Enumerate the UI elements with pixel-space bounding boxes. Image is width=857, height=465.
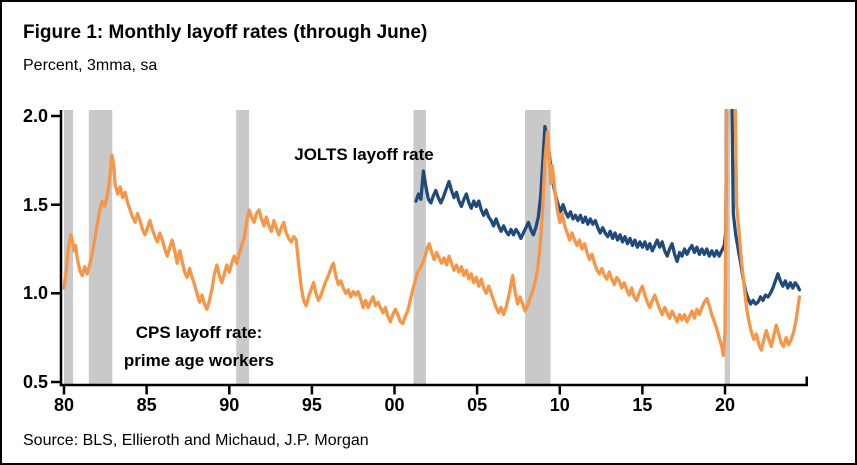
figure-title: Figure 1: Monthly layoff rates (through … xyxy=(23,22,428,43)
y-tick-label-1.0: 1.0 xyxy=(22,283,48,304)
x-tick-label-95: 95 xyxy=(301,395,322,415)
x-tick-label-90: 90 xyxy=(219,395,240,415)
x-tick-label-00: 00 xyxy=(384,395,405,415)
x-tick-label-05: 05 xyxy=(467,395,488,415)
cps-series-line xyxy=(62,109,802,358)
source-note: Source: BLS, Ellieroth and Michaud, J.P.… xyxy=(23,432,369,449)
recession-band xyxy=(88,110,113,385)
cps-series-label-line2: prime age workers xyxy=(123,351,275,370)
y-tick-label-0.5: 0.5 xyxy=(22,371,48,392)
figure-subtitle: Percent, 3mma, sa xyxy=(23,57,158,74)
x-tick-label-15: 15 xyxy=(632,395,653,415)
y-tick-label-1.5: 1.5 xyxy=(22,194,48,215)
y-tick-label-2.0: 2.0 xyxy=(22,106,48,126)
jolts-series-label: JOLTS layoff rate xyxy=(294,145,434,164)
x-tick-label-10: 10 xyxy=(549,395,570,415)
cps-series-label: CPS layoff rate: prime age workers xyxy=(74,319,324,375)
recession-band xyxy=(724,110,730,385)
x-tick-label-20: 20 xyxy=(714,395,736,415)
x-tick-label-80: 80 xyxy=(53,395,75,415)
cps-series-label-line1: CPS layoff rate: xyxy=(135,323,263,342)
x-tick-label-85: 85 xyxy=(136,395,157,415)
jolts-series-line xyxy=(414,109,802,306)
